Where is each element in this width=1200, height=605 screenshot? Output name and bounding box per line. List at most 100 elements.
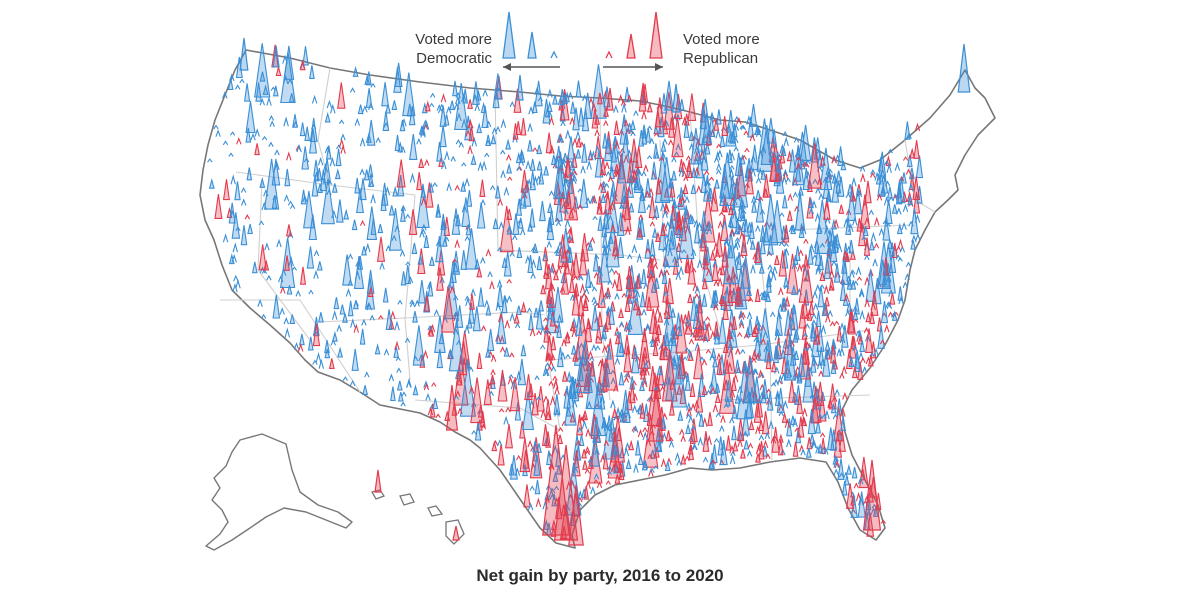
county-spike — [714, 383, 721, 393]
county-spike — [558, 136, 565, 144]
county-spike — [543, 518, 550, 530]
county-spike — [401, 391, 407, 397]
county-spike — [908, 182, 914, 192]
county-spike — [757, 308, 774, 361]
county-spike — [431, 381, 437, 387]
county-spike — [833, 218, 839, 228]
county-spike — [671, 156, 677, 163]
county-spike — [684, 195, 690, 203]
county-spike — [817, 285, 825, 308]
county-spike — [725, 110, 737, 147]
county-spike — [814, 212, 821, 222]
county-spike — [729, 388, 736, 398]
county-spike — [297, 343, 304, 352]
county-spike — [848, 356, 855, 367]
county-spike — [594, 403, 600, 409]
county-spike — [842, 391, 848, 400]
county-spike — [847, 184, 854, 194]
county-spike — [255, 82, 262, 102]
county-spike — [621, 389, 630, 415]
county-spike — [859, 165, 866, 172]
legend-rep-line1: Voted more — [683, 31, 760, 48]
county-spike — [553, 269, 559, 281]
county-spike — [397, 391, 404, 402]
county-spike — [747, 116, 755, 138]
county-spike — [819, 269, 826, 282]
county-spike — [798, 249, 804, 257]
county-spike — [755, 126, 762, 133]
county-spike — [520, 301, 527, 313]
county-spike — [361, 318, 367, 326]
county-spike — [423, 235, 430, 248]
county-spike — [797, 416, 805, 438]
county-spike — [865, 328, 874, 353]
county-spike — [645, 247, 651, 254]
county-spike-tall — [516, 74, 524, 101]
county-spike-tall — [445, 384, 459, 431]
county-spike — [489, 280, 495, 290]
county-spike — [390, 310, 396, 320]
county-spike — [516, 198, 523, 216]
county-spike — [649, 449, 656, 459]
county-spike — [479, 411, 486, 428]
county-spike — [286, 224, 292, 237]
county-spike — [318, 312, 324, 323]
county-spike — [396, 159, 406, 188]
county-spike — [829, 320, 836, 327]
county-spike — [816, 381, 825, 406]
county-spike — [755, 224, 761, 232]
legend-dem-spike-medium — [527, 31, 537, 59]
county-spike — [684, 261, 691, 274]
county-spike — [872, 507, 879, 517]
county-spike — [312, 330, 319, 336]
county-spike — [554, 407, 560, 417]
county-spike — [577, 295, 585, 317]
county-spike — [311, 94, 318, 104]
county-spike — [222, 179, 230, 201]
county-spike — [613, 120, 620, 135]
county-spike — [228, 202, 236, 224]
county-spike — [553, 394, 561, 415]
county-spike — [240, 198, 247, 206]
county-spike — [436, 141, 443, 162]
county-spike — [419, 229, 425, 238]
county-spike — [277, 275, 284, 283]
county-spike — [727, 245, 734, 259]
county-spike — [753, 368, 759, 376]
map-caption: Net gain by party, 2016 to 2020 — [476, 566, 724, 585]
county-spike — [506, 295, 513, 302]
county-spike — [598, 245, 611, 283]
county-spike — [746, 284, 752, 297]
county-spike — [365, 242, 371, 253]
county-spike — [629, 119, 636, 130]
county-spike — [783, 136, 789, 147]
county-spike — [777, 374, 784, 384]
county-spike — [397, 299, 403, 305]
county-spike — [308, 214, 318, 241]
county-spike — [480, 325, 487, 332]
county-spike — [828, 228, 837, 254]
county-spike — [795, 161, 802, 170]
county-spike — [362, 105, 368, 113]
county-spike — [468, 121, 474, 129]
county-spike — [474, 102, 480, 112]
county-spike — [779, 143, 786, 154]
county-spike — [438, 157, 445, 167]
county-spike — [723, 236, 730, 246]
county-spike — [813, 238, 820, 249]
county-spike — [214, 194, 223, 219]
county-spike — [671, 355, 688, 408]
county-spike — [817, 442, 824, 454]
county-spike — [363, 169, 370, 181]
county-spike — [710, 459, 716, 465]
county-spike — [762, 445, 768, 457]
county-spike-tall — [452, 525, 460, 541]
county-spike — [809, 321, 816, 339]
county-spike — [591, 102, 597, 112]
county-spike — [452, 326, 459, 335]
county-spike — [728, 320, 734, 331]
county-spike — [746, 222, 753, 233]
county-spike — [565, 462, 582, 516]
county-spike — [326, 179, 333, 185]
county-spike — [710, 299, 716, 308]
